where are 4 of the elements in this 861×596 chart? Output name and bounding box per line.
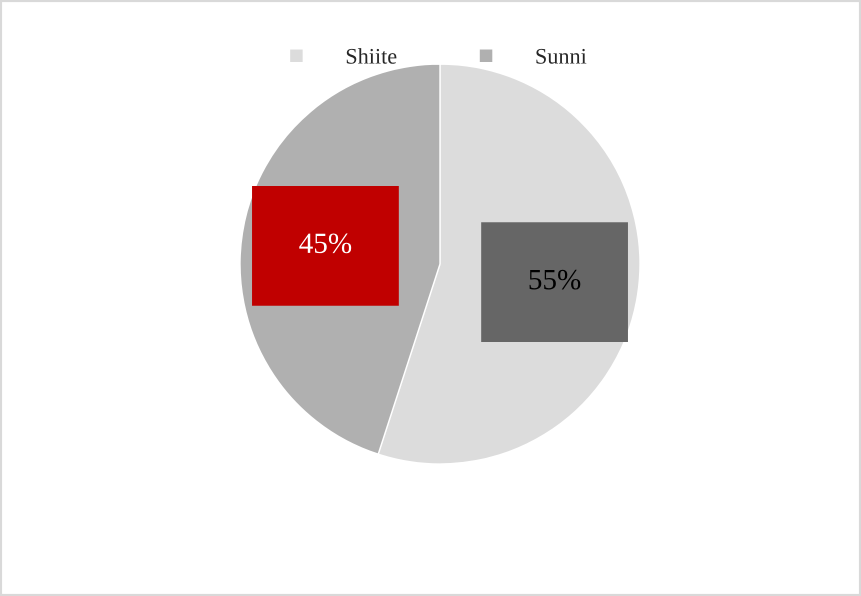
data-label: 55%	[530, 270, 580, 290]
legend-label: Shiite	[346, 48, 396, 64]
data-label: 45%	[299, 233, 352, 254]
legend-label: Sunni	[536, 48, 586, 64]
